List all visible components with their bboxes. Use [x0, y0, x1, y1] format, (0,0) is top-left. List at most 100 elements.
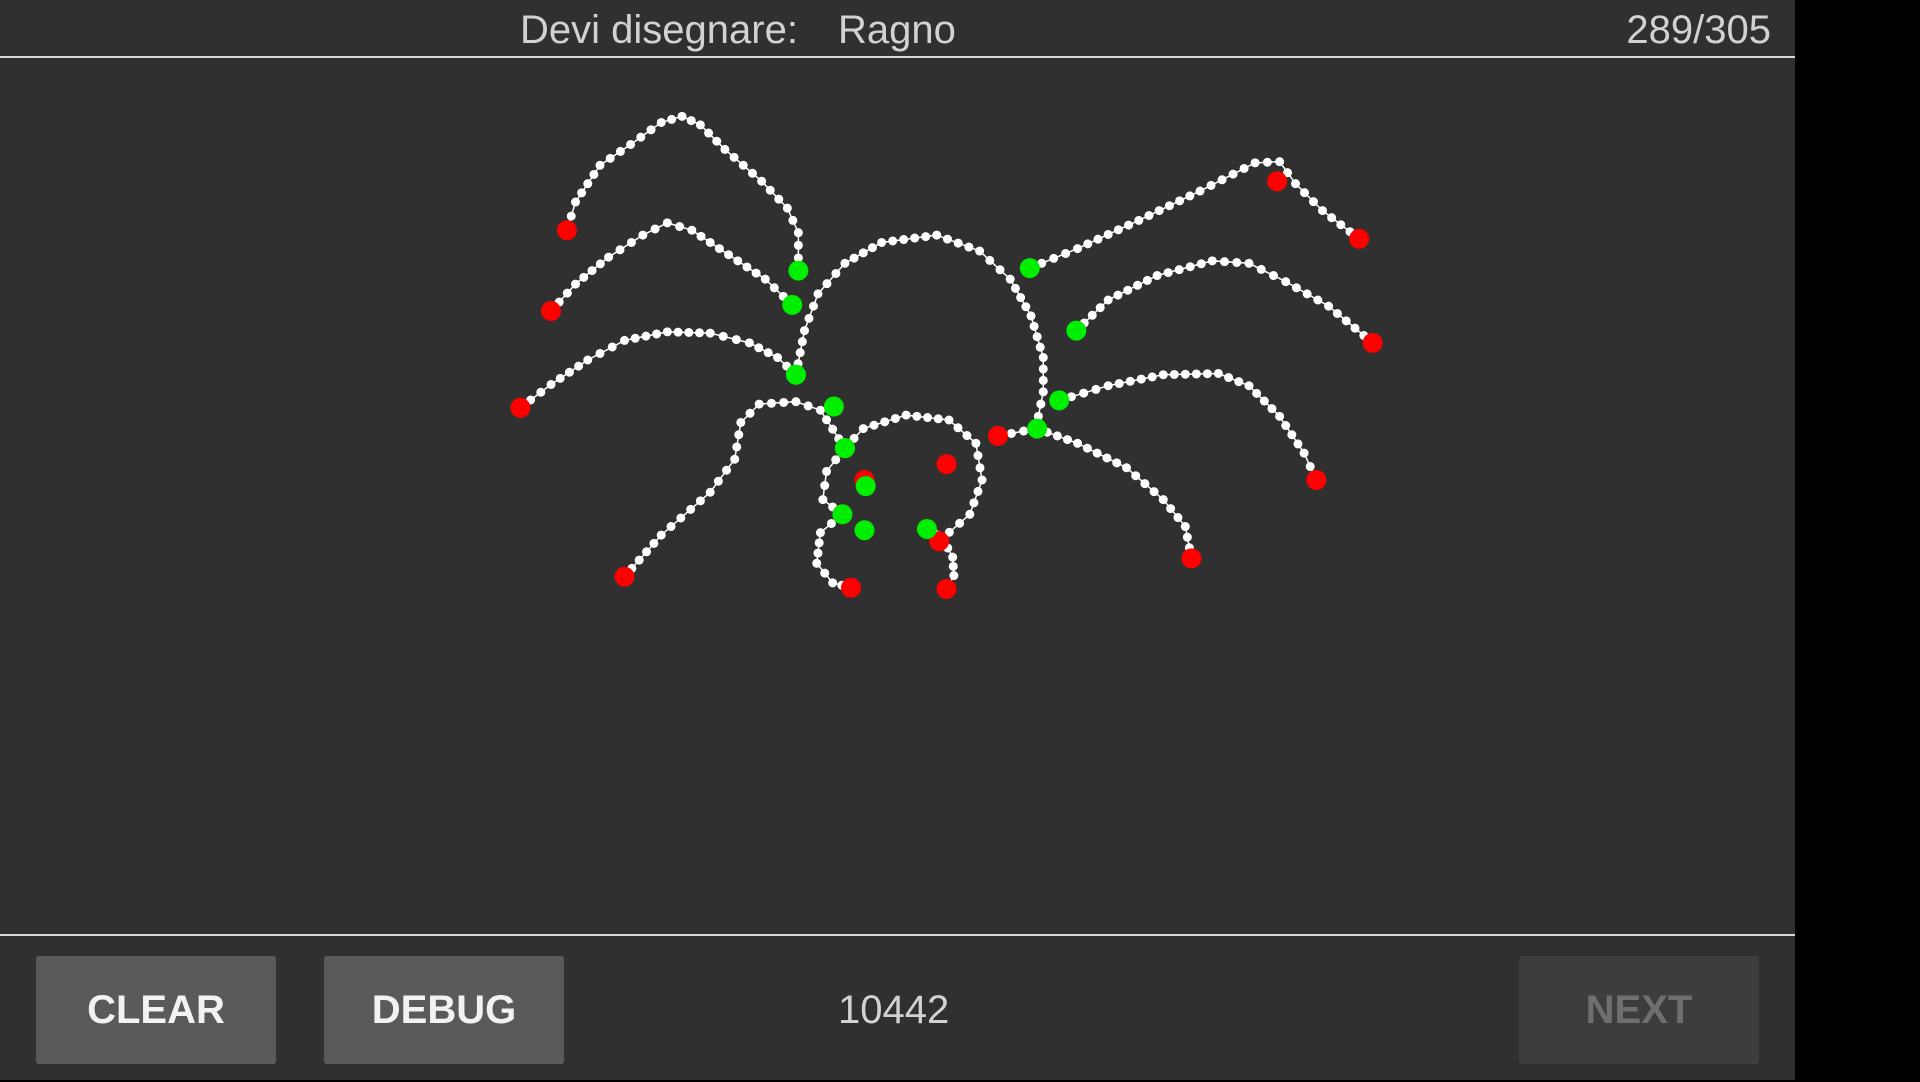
stroke-point [831, 268, 841, 278]
stroke-point [757, 176, 767, 186]
stroke-point [1114, 379, 1124, 389]
stroke-point [595, 259, 605, 269]
stroke-point [815, 528, 825, 538]
stroke-point [774, 194, 784, 204]
stroke-point [773, 353, 783, 363]
stroke-point [803, 401, 813, 411]
stroke-point [1259, 396, 1269, 406]
clear-button[interactable]: CLEAR [36, 956, 276, 1064]
prompt-word: Ragno [838, 8, 956, 52]
stroke-point [705, 237, 715, 247]
stroke-point [1293, 439, 1303, 449]
stroke-point [1092, 448, 1102, 458]
stroke-point [969, 498, 979, 508]
stroke-end-marker [1306, 470, 1327, 491]
stroke-point [638, 230, 648, 240]
stroke-point [1300, 188, 1310, 198]
stroke-point [1166, 504, 1176, 514]
stroke-point [1213, 368, 1223, 378]
stroke-point [1152, 271, 1162, 281]
stroke-point [736, 417, 746, 427]
stroke-point [1175, 196, 1185, 206]
stroke-point [1029, 321, 1039, 331]
stroke-point [1164, 201, 1174, 211]
stroke-point [626, 139, 636, 149]
stroke-point [705, 487, 715, 497]
stroke-point [1038, 387, 1048, 397]
stroke-point [1305, 462, 1315, 472]
stroke-point [831, 455, 841, 465]
stroke-point [1073, 438, 1083, 448]
stroke-point [652, 329, 662, 339]
debug-button[interactable]: DEBUG [324, 956, 564, 1064]
stroke-point [1180, 369, 1190, 379]
stroke-start-marker [1066, 320, 1087, 341]
stroke-point [694, 328, 704, 338]
stroke-point [630, 333, 640, 343]
stroke-point [1122, 463, 1132, 473]
stroke-point [1066, 392, 1076, 402]
stroke-point [747, 168, 757, 178]
stroke-point [636, 132, 646, 142]
stroke-point [815, 405, 825, 415]
stroke-point [962, 431, 972, 441]
stroke-point [686, 504, 696, 514]
stroke-point [1185, 191, 1195, 201]
stroke-point [791, 397, 801, 407]
stroke-point [858, 424, 868, 434]
stroke-point [793, 240, 803, 250]
stroke-point [1163, 268, 1173, 278]
stroke-point [1291, 179, 1301, 189]
stroke-point [1281, 421, 1291, 431]
stroke-point [751, 268, 761, 278]
stroke-point [1281, 277, 1291, 287]
stroke-point [1103, 381, 1113, 391]
stroke-point [867, 243, 877, 253]
stroke-point [1291, 283, 1301, 293]
stroke-end-marker [929, 531, 950, 552]
drawing-area[interactable] [0, 58, 1795, 934]
stroke-point [1103, 295, 1113, 305]
stroke-point [571, 197, 581, 207]
stroke-point [1113, 225, 1123, 235]
stroke-point [1262, 157, 1272, 167]
stroke-point [849, 253, 859, 263]
stroke-point [1035, 342, 1045, 352]
stroke-point [869, 420, 879, 430]
progress-counter: 289/305 [1626, 8, 1771, 52]
stroke-point [901, 410, 911, 420]
stroke-point [1244, 381, 1254, 391]
stroke-point [1032, 332, 1042, 342]
next-button[interactable]: NEXT [1519, 956, 1759, 1064]
stroke-point [965, 509, 975, 519]
stroke-point [1232, 257, 1242, 267]
stroke-end-marker [936, 454, 957, 475]
sketch-strokes [515, 111, 1374, 590]
stroke-point [1336, 220, 1346, 230]
stroke-point [1083, 239, 1093, 249]
stroke-point [944, 527, 954, 537]
stroke-point [733, 256, 743, 266]
stroke-path [623, 400, 846, 578]
stroke-point [1287, 430, 1297, 440]
stroke-point [1149, 487, 1159, 497]
stroke-point [813, 548, 823, 558]
stroke-point [1154, 206, 1164, 216]
stroke-point [1299, 448, 1309, 458]
stroke-point [555, 373, 565, 383]
stroke-end-marker [614, 566, 635, 587]
stroke-point [649, 538, 659, 548]
drawing-canvas[interactable] [0, 58, 1795, 934]
stroke-point [932, 230, 942, 240]
stroke-point [641, 331, 651, 341]
stroke-end-marker [541, 301, 562, 322]
stroke-point [595, 348, 605, 358]
stroke-start-marker [916, 518, 937, 539]
stroke-point [765, 185, 775, 195]
stroke-point [1140, 479, 1150, 489]
stroke-point [1124, 220, 1134, 230]
stroke-point [942, 234, 952, 244]
stroke-point [650, 224, 660, 234]
stroke-point [589, 169, 599, 179]
stroke-point [1169, 369, 1179, 379]
